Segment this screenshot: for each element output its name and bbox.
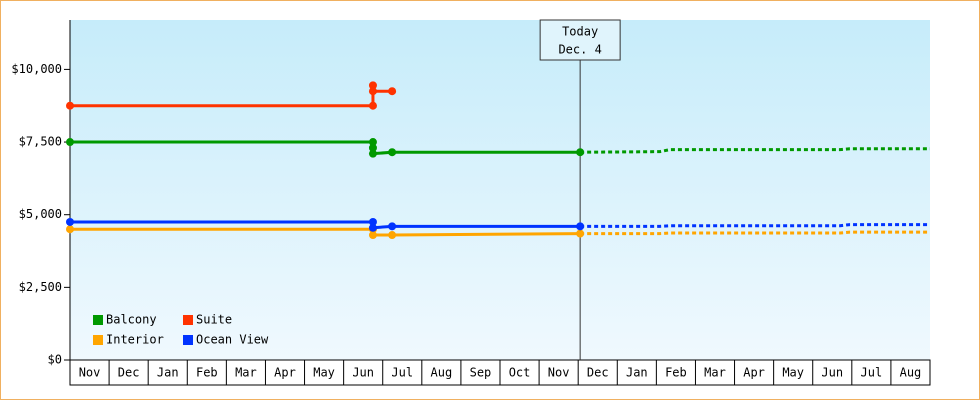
y-tick-label: $10,000 [11,62,62,76]
x-tick-label: Apr [743,366,765,380]
legend-swatch [93,315,103,325]
x-tick-label: May [782,366,804,380]
x-tick-label: Sep [470,366,492,380]
x-tick-label: Jul [391,366,413,380]
price-point [66,225,74,234]
legend-label: Balcony [106,313,157,327]
x-tick-label: Jun [352,366,374,380]
x-tick-label: Feb [665,366,687,380]
x-tick-label: Jul [861,366,883,380]
forecast-line [580,223,930,228]
price-point [388,148,397,157]
x-tick-label: Jan [157,366,179,380]
x-tick-label: Aug [431,366,453,380]
x-tick-label: Nov [548,366,570,380]
price-point [368,138,377,147]
x-tick-label: Mar [704,366,726,380]
price-point [368,101,377,110]
x-tick-label: Feb [196,366,218,380]
price-point [368,81,377,90]
price-point [388,222,397,231]
price-point [66,138,74,147]
today-date: Dec. 4 [558,43,601,57]
x-tick-label: Jan [626,366,648,380]
legend-label: Suite [196,313,232,327]
legend-label: Interior [106,333,164,347]
y-tick-label: $7,500 [19,135,62,149]
x-tick-label: Nov [79,366,101,380]
price-point [388,231,397,240]
forecast-line [580,147,930,154]
price-point [66,101,74,110]
price-line [70,85,393,108]
legend-swatch [93,335,103,345]
x-tick-label: May [313,366,335,380]
price-point [368,87,377,96]
price-point [388,87,397,96]
today-box [539,19,621,61]
x-tick-label: Dec [587,366,609,380]
x-tick-label: Mar [235,366,257,380]
price-point [368,223,377,232]
price-point [66,217,74,226]
price-point [368,149,377,158]
price-point [368,143,377,152]
x-tick-label: Aug [900,366,922,380]
forecast-line [580,230,930,236]
x-tick-label: Dec [118,366,140,380]
price-point [368,231,377,240]
y-tick-label: $5,000 [19,207,62,221]
plot-area [70,20,930,360]
price-point [576,148,585,157]
price-point [576,229,585,238]
x-tick-label: Oct [509,366,531,380]
price-point [368,217,377,226]
y-tick-label: $2,500 [19,280,62,294]
y-tick-label: $0 [48,353,62,367]
legend-swatch [183,335,193,345]
x-tick-label: Apr [274,366,296,380]
legend-swatch [183,315,193,325]
x-tick-label: Jun [821,366,843,380]
today-label: Today [562,25,598,39]
legend-label: Ocean View [196,333,269,347]
price-point [576,222,585,231]
